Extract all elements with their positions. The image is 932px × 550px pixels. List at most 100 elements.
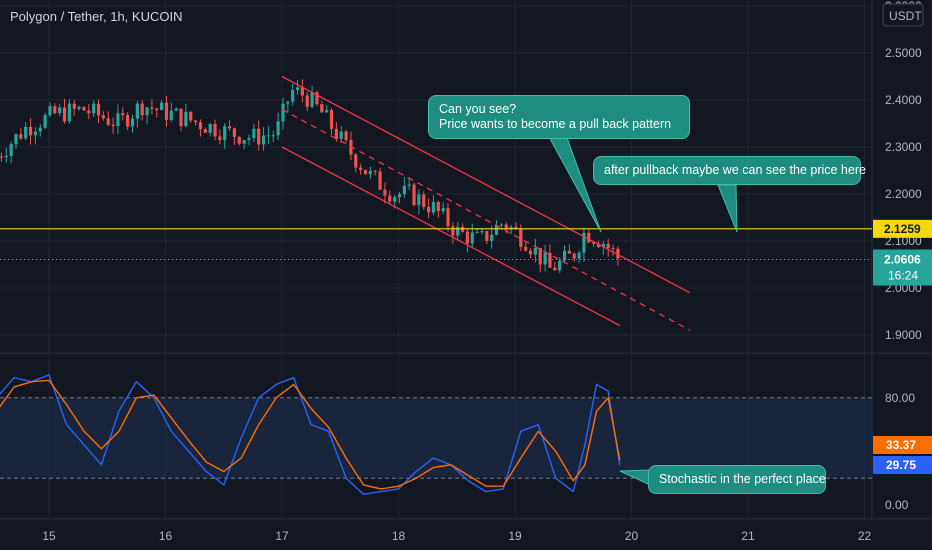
candle-bull bbox=[48, 106, 52, 116]
candle-bull bbox=[14, 134, 18, 145]
candle-bear bbox=[465, 231, 470, 244]
candle-bear bbox=[528, 250, 533, 255]
candle-bear bbox=[62, 107, 67, 122]
candle-bear bbox=[232, 128, 237, 137]
candle-bull bbox=[310, 92, 314, 107]
time-tick-label: 21 bbox=[741, 529, 755, 543]
candle-bull bbox=[397, 194, 402, 198]
candle-bull bbox=[402, 185, 406, 195]
candle-bull bbox=[407, 184, 411, 186]
candle-bull bbox=[475, 232, 479, 234]
candle-bear bbox=[0, 156, 4, 158]
candle-bear bbox=[446, 208, 450, 227]
candle-bull bbox=[58, 107, 62, 114]
candle-bull bbox=[533, 247, 537, 255]
candle-bull bbox=[543, 252, 547, 265]
candle-bull bbox=[509, 226, 513, 229]
candle-bull bbox=[368, 170, 372, 175]
candle-bear bbox=[237, 136, 241, 144]
candle-bull bbox=[67, 103, 71, 122]
candle-bear bbox=[320, 104, 324, 113]
candle-bear bbox=[82, 106, 86, 111]
candle-bear bbox=[514, 226, 518, 229]
time-tick-label: 17 bbox=[275, 529, 289, 543]
candle-bull bbox=[499, 224, 504, 226]
candle-bear bbox=[572, 253, 576, 259]
stoch-k-badge bbox=[873, 456, 932, 474]
candle-bear bbox=[538, 247, 542, 265]
candle-bear bbox=[87, 110, 91, 114]
candle-bull bbox=[276, 121, 280, 136]
candle-bull bbox=[325, 109, 329, 113]
candle-bull bbox=[441, 208, 445, 212]
candle-bear bbox=[388, 195, 392, 202]
candle-bull bbox=[33, 131, 38, 136]
time-tick-label: 15 bbox=[42, 529, 56, 543]
candle-bull bbox=[38, 127, 42, 132]
candle-bear bbox=[548, 252, 552, 268]
candle-bear bbox=[72, 103, 76, 109]
candle-bull bbox=[169, 110, 173, 120]
candle-bear bbox=[96, 103, 101, 116]
candle-bull bbox=[145, 107, 149, 116]
channel-lower-line bbox=[281, 146, 621, 327]
candle-bull bbox=[208, 124, 212, 133]
candle-bear bbox=[606, 243, 610, 249]
candle-bear bbox=[567, 250, 571, 254]
time-tick-label: 16 bbox=[159, 529, 173, 543]
candle-bear bbox=[354, 154, 358, 168]
candle-bear bbox=[587, 232, 591, 243]
price-tick-label: 2.3000 bbox=[885, 140, 922, 154]
channel-middle-line bbox=[281, 108, 691, 331]
candle-bull bbox=[286, 101, 290, 104]
callout-stochastic-text: Stochastic in the perfect place bbox=[648, 465, 826, 494]
candle-bull bbox=[271, 135, 275, 137]
candle-bear bbox=[334, 128, 338, 139]
stoch-k-line bbox=[0, 374, 621, 495]
candle-bull bbox=[431, 201, 436, 213]
candle-bull bbox=[116, 113, 120, 127]
price-tick-label: 2.5000 bbox=[885, 46, 922, 60]
candle-bull bbox=[558, 260, 562, 271]
candle-bull bbox=[490, 234, 494, 241]
candle-bull bbox=[174, 108, 178, 111]
last-price-badge bbox=[873, 249, 932, 286]
candle-bear bbox=[524, 246, 528, 251]
countdown-label: 16:24 bbox=[888, 269, 918, 283]
candle-bear bbox=[485, 231, 489, 241]
last-price-label: 2.0606 bbox=[884, 253, 921, 267]
candle-bear bbox=[315, 92, 319, 105]
candle-bear bbox=[373, 170, 377, 172]
candle-bull bbox=[247, 138, 251, 140]
time-tick-label: 20 bbox=[625, 529, 639, 543]
candle-bear bbox=[140, 103, 144, 116]
candle-bull bbox=[295, 87, 300, 90]
candle-bear bbox=[596, 243, 601, 248]
candle-bear bbox=[553, 267, 557, 271]
candle-bear bbox=[329, 109, 334, 129]
candle-bull bbox=[242, 139, 246, 144]
level-price-label: 2.1259 bbox=[884, 222, 921, 236]
chart-title: Polygon / Tether, 1h, KUCOIN bbox=[10, 9, 183, 24]
candle-bear bbox=[504, 224, 508, 229]
currency-box[interactable] bbox=[882, 3, 924, 27]
candle-bear bbox=[213, 124, 217, 137]
stoch-tick-label: 0.00 bbox=[885, 498, 909, 512]
candle-bear bbox=[611, 248, 615, 250]
time-tick-label: 19 bbox=[508, 529, 522, 543]
candle-bull bbox=[281, 103, 285, 122]
candle-bull bbox=[393, 197, 397, 202]
candle-bear bbox=[53, 106, 57, 114]
candle-bull bbox=[223, 126, 227, 141]
candle-bull bbox=[339, 131, 343, 139]
price-tick-label: 2.2000 bbox=[885, 187, 922, 201]
candle-bear bbox=[150, 107, 154, 109]
candle-bear bbox=[257, 128, 261, 145]
candle-bull bbox=[43, 115, 47, 128]
candle-bear bbox=[412, 184, 416, 206]
stoch-tick-label: 80.00 bbox=[885, 391, 915, 405]
candle-bull bbox=[130, 118, 135, 127]
currency-label: USDT bbox=[889, 9, 922, 23]
candle-bear bbox=[422, 194, 426, 207]
